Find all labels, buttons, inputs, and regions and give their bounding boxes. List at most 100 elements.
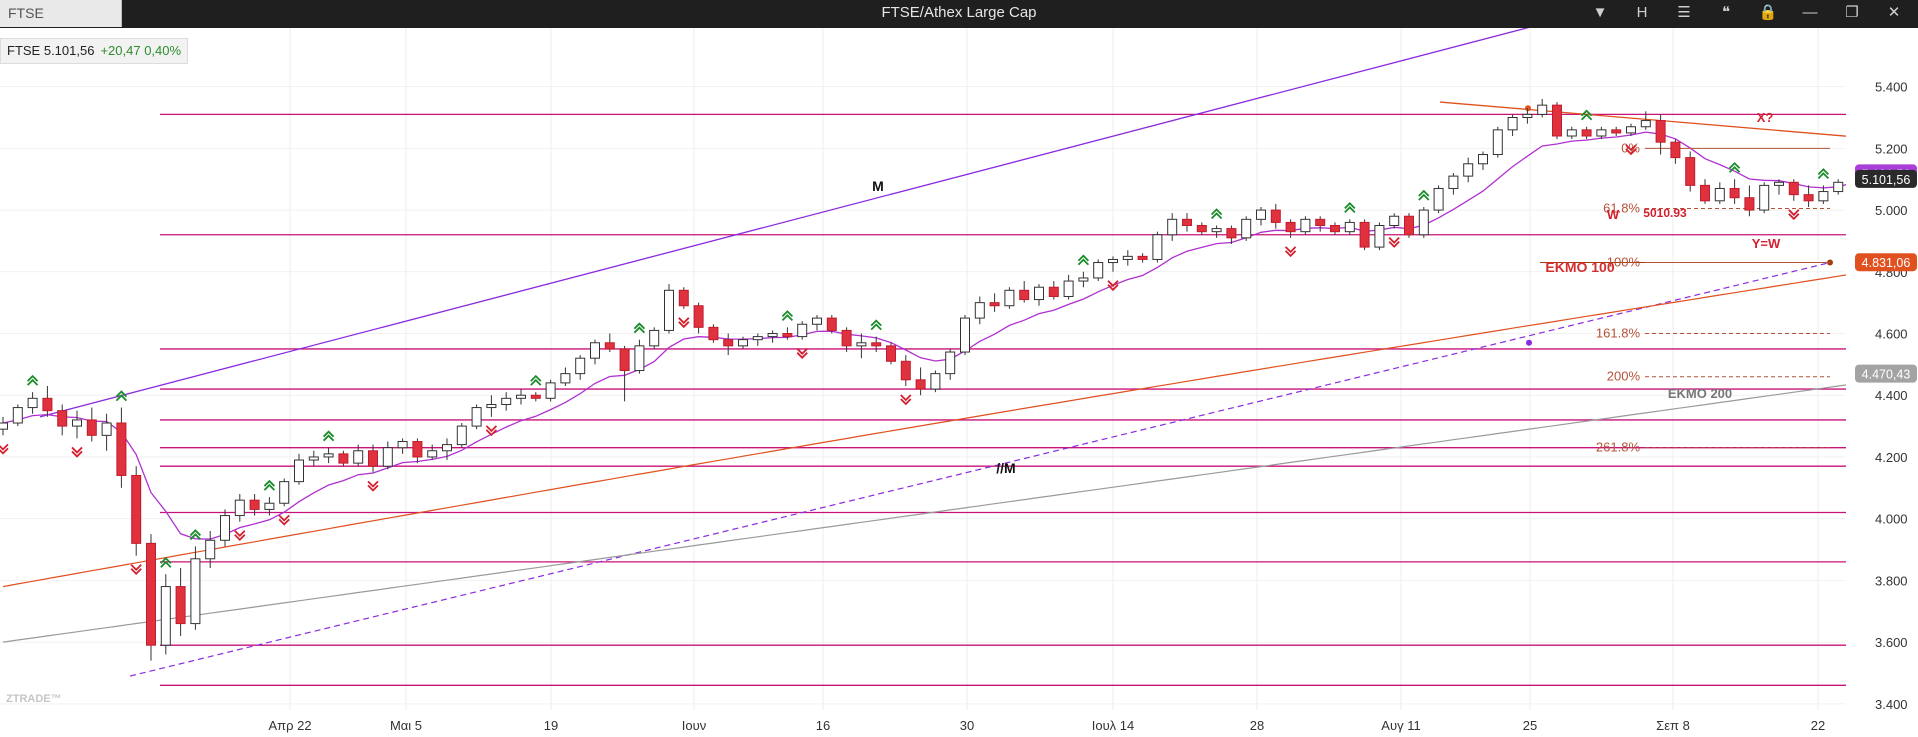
fib-label: 0% (1621, 140, 1640, 155)
candle-body (1714, 187, 1725, 202)
candle (1685, 151, 1696, 192)
candle (1048, 281, 1059, 300)
candle-body (856, 342, 867, 347)
candle-body (989, 302, 1000, 307)
candle (545, 379, 556, 402)
upper-channel-line (39, 28, 1530, 418)
candle (826, 314, 837, 334)
candle-body (1685, 157, 1696, 186)
candle-body (57, 410, 68, 427)
candle (190, 546, 201, 630)
candle-body (1285, 221, 1296, 233)
candle-body (1670, 141, 1681, 159)
last-price-tag: 5.101,56 (1855, 169, 1917, 188)
candles (0, 98, 1918, 661)
chevron-down-icon[interactable]: ▼ (1592, 4, 1608, 21)
candle-body (1759, 184, 1770, 211)
candle (1152, 231, 1163, 263)
candle (323, 447, 334, 464)
candle-body (1226, 228, 1237, 239)
sell-signal-icon (367, 480, 379, 492)
candle-body (1448, 175, 1459, 189)
candle-body (560, 373, 571, 384)
candle-body (841, 329, 852, 347)
candle-body (338, 453, 349, 464)
candle (1774, 179, 1784, 195)
candle-body (1063, 280, 1074, 297)
candle (1078, 271, 1089, 288)
candle-body (234, 499, 245, 517)
candle (1196, 222, 1207, 235)
candle-body (1315, 218, 1326, 227)
ema100-price-tag-text: 4.831,06 (1862, 256, 1911, 270)
candle-body (1093, 262, 1104, 279)
candle-body (826, 317, 837, 331)
x-tick-label: 30 (960, 718, 974, 733)
candle-body (900, 360, 911, 381)
wave-label-yw: Y=W (1752, 236, 1781, 251)
resistance-trendline (1439, 101, 1918, 143)
lock-icon[interactable]: 🔒 (1758, 4, 1778, 21)
candle (516, 389, 526, 405)
buy-signal-icon (530, 374, 542, 386)
fib-label: 100% (1607, 255, 1641, 270)
candle-body (442, 444, 452, 452)
x-tick-label: Ιουν (682, 718, 706, 733)
candle (1507, 114, 1518, 137)
candle (57, 404, 68, 436)
candle (1182, 213, 1192, 232)
candle-body (486, 403, 497, 409)
restore-icon[interactable]: ❐ (1845, 4, 1859, 21)
price-chart[interactable]: 0% 61.8% 100% 161.8% 200% 261.8% M //M W 5010.93… (0, 28, 1918, 737)
wave-label-x: X? (1757, 110, 1774, 125)
candle (530, 392, 541, 402)
candle (205, 531, 216, 569)
sell-signal-icon (900, 394, 912, 406)
candle-body (501, 397, 512, 405)
trendline-point (1526, 339, 1532, 346)
candle-body (175, 586, 186, 625)
candle (1759, 182, 1770, 214)
candle-body (249, 499, 260, 510)
candle (649, 327, 660, 349)
candle (693, 302, 704, 334)
ema200-label: ΕΚΜΟ 200 (1668, 386, 1732, 401)
candle-body (649, 329, 660, 347)
buy-signal-icon (26, 374, 39, 386)
candle (501, 392, 512, 411)
sell-signal-icon (1284, 246, 1297, 258)
candle (560, 367, 571, 386)
sell-signal-icon (796, 348, 808, 359)
candle (1833, 179, 1844, 195)
buy-signal-icon (1817, 168, 1830, 180)
candle (1270, 203, 1281, 229)
candle (1389, 213, 1400, 229)
candle (1344, 219, 1355, 235)
candle (279, 478, 290, 507)
interval-button[interactable]: H (1636, 4, 1648, 21)
candle-body (1019, 289, 1030, 301)
candle (989, 293, 1000, 312)
sell-signal-icon (71, 446, 83, 458)
buy-signal-icon (1580, 109, 1593, 121)
candle-body (12, 407, 23, 424)
annotations: M //M W 5010.93 X? Y=W ΕΚΜΟ 100 ΕΚΜΟ 200 ZTRADE™ (6, 110, 1781, 705)
candle-body (1433, 187, 1444, 211)
candle (1537, 98, 1548, 118)
candle (0, 416, 8, 436)
close-icon[interactable]: ✕ (1887, 4, 1901, 21)
minimize-icon[interactable]: — (1802, 4, 1818, 21)
candle (634, 339, 645, 374)
wave-value: 5010.93 (1643, 206, 1687, 220)
quote-icon[interactable]: ❝ (1721, 4, 1731, 21)
x-tick-label: 28 (1250, 718, 1264, 733)
candle-body (634, 345, 645, 372)
candle (1019, 281, 1030, 303)
buy-signal-icon (1344, 202, 1356, 213)
candle (1241, 216, 1252, 241)
candle (1714, 182, 1725, 204)
list-icon[interactable]: ☰ (1677, 4, 1691, 21)
symbol-input[interactable]: FTSE (0, 0, 122, 27)
y-axis: 5.4005.2005.0004.8004.6004.4004.2004.000… (1846, 28, 1918, 737)
sell-signal-icon (234, 530, 246, 542)
